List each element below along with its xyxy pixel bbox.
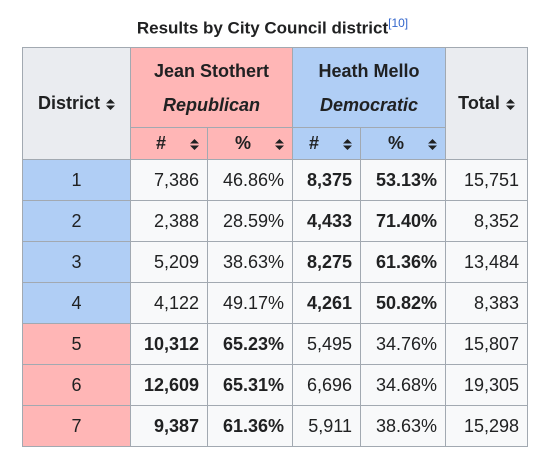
value-cell: 34.68% bbox=[360, 364, 446, 406]
sort-icon[interactable] bbox=[343, 138, 352, 150]
header-text: # bbox=[308, 133, 319, 153]
value-cell: 71.40% bbox=[360, 200, 446, 242]
value-cell: 38.63% bbox=[207, 241, 293, 283]
value-cell: 8,375 bbox=[292, 159, 361, 201]
candidate-name: Heath Mello bbox=[318, 60, 420, 81]
district-cell: 5 bbox=[22, 323, 131, 365]
value-cell: 2,388 bbox=[130, 200, 208, 242]
value-cell: 4,261 bbox=[292, 282, 361, 324]
value-cell: 4,433 bbox=[292, 200, 361, 242]
value-cell: 4,122 bbox=[130, 282, 208, 324]
party-name: Republican bbox=[162, 94, 260, 115]
party-name: Democratic bbox=[319, 94, 419, 115]
header-row: District Jean Stothert Republican Heath Mel… bbox=[22, 47, 528, 160]
value-cell: 8,352 bbox=[445, 200, 528, 242]
value-cell: 15,751 bbox=[445, 159, 528, 201]
value-cell: 61.36% bbox=[360, 241, 446, 283]
value-cell: 53.13% bbox=[360, 159, 446, 201]
reference-link[interactable]: [10] bbox=[388, 16, 409, 30]
candidate-header: Heath Mello Democratic bbox=[292, 47, 446, 128]
value-cell: 19,305 bbox=[445, 364, 528, 406]
caption-text: Results by City Council district bbox=[136, 18, 389, 38]
candidate-name: Jean Stothert bbox=[153, 60, 270, 81]
value-cell: 49.17% bbox=[207, 282, 293, 324]
value-cell: 5,495 bbox=[292, 323, 361, 365]
value-cell: 38.63% bbox=[360, 405, 446, 447]
value-cell: 65.23% bbox=[207, 323, 293, 365]
district-cell: 7 bbox=[22, 405, 131, 447]
district-header: District bbox=[22, 47, 131, 160]
candidate-header: Jean Stothert Republican bbox=[130, 47, 293, 128]
value-cell: 9,387 bbox=[130, 405, 208, 447]
value-cell: 61.36% bbox=[207, 405, 293, 447]
sort-icon[interactable] bbox=[275, 138, 284, 150]
column-header: % bbox=[360, 127, 446, 160]
data-row: 4 4,122 49.17% 4,261 50.82% 8,383 bbox=[22, 282, 528, 324]
value-cell: 7,386 bbox=[130, 159, 208, 201]
value-cell: 8,383 bbox=[445, 282, 528, 324]
data-row: 5 10,312 65.23% 5,495 34.76% 15,807 bbox=[22, 323, 528, 365]
value-cell: 65.31% bbox=[207, 364, 293, 406]
header-text: % bbox=[387, 133, 404, 153]
value-cell: 46.86% bbox=[207, 159, 293, 201]
column-header: # bbox=[292, 127, 361, 160]
data-row: 3 5,209 38.63% 8,275 61.36% 13,484 bbox=[22, 241, 528, 283]
district-cell: 6 bbox=[22, 364, 131, 406]
district-cell: 4 bbox=[22, 282, 131, 324]
district-cell: 3 bbox=[22, 241, 131, 283]
value-cell: 10,312 bbox=[130, 323, 208, 365]
header-text: Total bbox=[458, 93, 500, 113]
sort-icon[interactable] bbox=[190, 138, 199, 150]
sort-icon[interactable] bbox=[505, 98, 515, 110]
value-cell: 5,911 bbox=[292, 405, 361, 447]
header-text: # bbox=[155, 133, 166, 153]
value-cell: 15,298 bbox=[445, 405, 528, 447]
column-header: # bbox=[130, 127, 208, 160]
value-cell: 28.59% bbox=[207, 200, 293, 242]
district-cell: 2 bbox=[22, 200, 131, 242]
district-cell: 1 bbox=[22, 159, 131, 201]
value-cell: 6,696 bbox=[292, 364, 361, 406]
subheader-row: #% #% bbox=[23, 127, 528, 160]
sort-icon[interactable] bbox=[106, 98, 115, 110]
results-table: District Jean Stothert Republican Heath Mel… bbox=[22, 47, 528, 447]
table-caption: Results by City Council district[10] bbox=[0, 16, 545, 39]
value-cell: 50.82% bbox=[360, 282, 446, 324]
header-text: % bbox=[234, 133, 251, 153]
value-cell: 12,609 bbox=[130, 364, 208, 406]
value-cell: 5,209 bbox=[130, 241, 208, 283]
total-header: Total bbox=[445, 47, 528, 160]
value-cell: 8,275 bbox=[292, 241, 361, 283]
data-row: 1 7,386 46.86% 8,375 53.13% 15,751 bbox=[22, 159, 528, 201]
sort-icon[interactable] bbox=[428, 138, 437, 150]
data-row: 2 2,388 28.59% 4,433 71.40% 8,352 bbox=[22, 200, 528, 242]
column-header: % bbox=[207, 127, 293, 160]
value-cell: 13,484 bbox=[445, 241, 528, 283]
data-row: 6 12,609 65.31% 6,696 34.68% 19,305 bbox=[22, 364, 528, 406]
value-cell: 15,807 bbox=[445, 323, 528, 365]
value-cell: 34.76% bbox=[360, 323, 446, 365]
header-text: District bbox=[37, 93, 100, 113]
data-row: 7 9,387 61.36% 5,911 38.63% 15,298 bbox=[22, 405, 528, 447]
